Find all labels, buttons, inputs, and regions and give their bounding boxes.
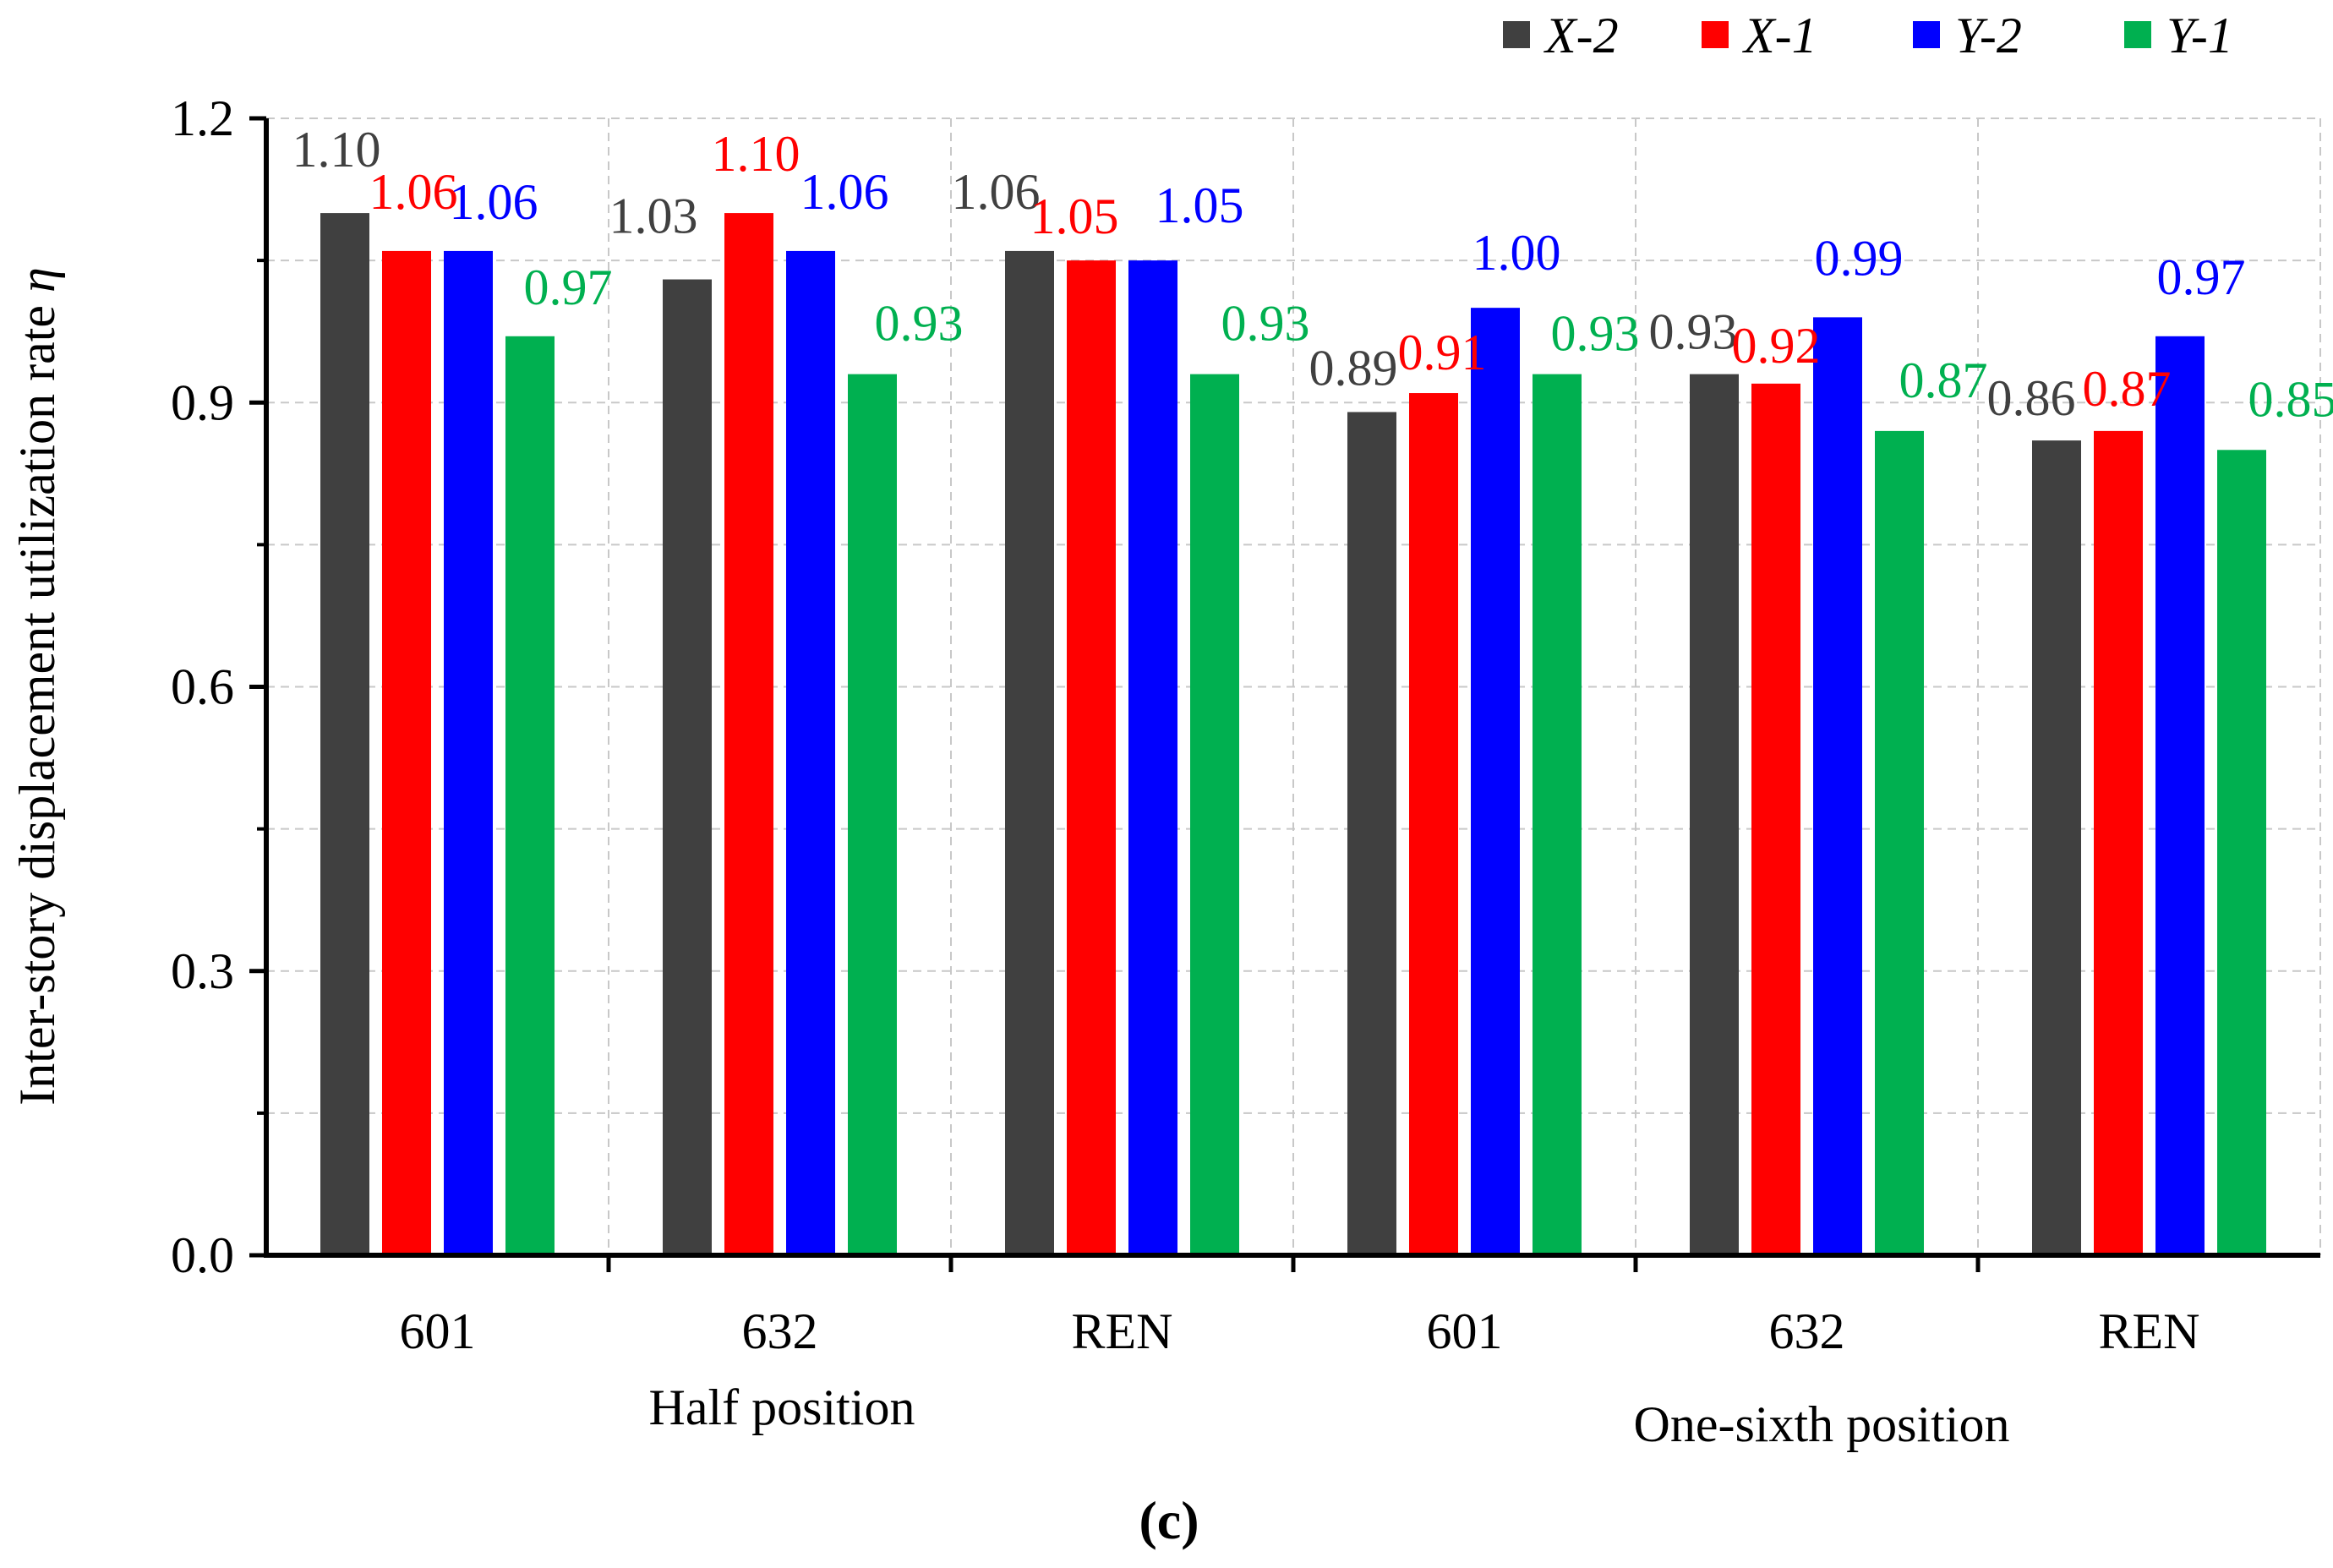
data-label: 0.92 [1732,318,1821,374]
bar-x-2-0 [320,213,369,1255]
bar-y-1-1 [848,374,897,1255]
data-label: 1.03 [609,188,698,244]
legend-label: X-1 [1742,8,1817,63]
grid [266,117,2321,1255]
bar-y-2-0 [444,250,493,1256]
data-labels: 1.101.061.060.971.031.101.060.931.061.05… [292,122,2333,427]
legend-label: Y-1 [2166,8,2233,63]
bar-y-2-1 [786,250,835,1256]
data-label: 1.00 [1472,225,1561,281]
data-label: 1.06 [952,164,1041,220]
x-tick-label: 601 [400,1303,476,1359]
data-label: 1.06 [369,164,458,220]
legend-label: X-2 [1543,8,1619,63]
x-tick-label: 601 [1427,1303,1503,1359]
y-tick-label: 0.3 [171,943,234,999]
data-label: 0.87 [1899,352,1988,408]
bar-y-2-2 [1128,260,1177,1255]
x-tick-label: REN [2099,1303,2200,1359]
bar-x-1-5 [2094,430,2143,1255]
legend-swatch-x-1 [1702,21,1729,48]
data-label: 1.05 [1156,178,1244,233]
data-label: 0.91 [1398,325,1487,380]
legend-label: Y-2 [1955,8,2022,63]
data-label: 0.97 [2157,249,2246,305]
data-label: 1.06 [450,174,538,230]
y-tick-label: 0.9 [171,374,234,430]
data-label: 1.10 [292,122,381,178]
data-label: 0.93 [1551,306,1640,362]
legend: X-2 X-1 Y-2 Y-1 [1503,8,2233,63]
data-label: 1.06 [800,164,889,220]
data-label: 1.05 [1030,188,1119,244]
axes: 601 632 REN 601 632 REN Half position One-sixth… [171,90,2320,1452]
data-label: 1.10 [712,126,800,182]
bars [320,213,2266,1256]
data-label: 0.85 [2248,371,2333,427]
bar-y-2-5 [2155,336,2205,1256]
x-group-label: Half position [649,1380,915,1435]
bar-y-2-4 [1813,317,1862,1255]
x-group-label: One-sixth position [1634,1396,2010,1452]
bar-y-1-3 [1533,374,1582,1255]
y-tick-label: 0.6 [171,659,234,715]
data-label: 0.93 [875,296,964,352]
bar-x-1-4 [1751,383,1800,1255]
x-tick-label: 632 [742,1303,818,1359]
data-label: 0.93 [1221,296,1310,352]
data-label: 0.97 [524,260,613,315]
legend-swatch-x-2 [1503,21,1530,48]
bar-y-1-4 [1875,430,1924,1255]
y-axis-label: Inter-story displacement utilization rat… [9,267,65,1106]
data-label: 0.87 [2083,361,2172,417]
bar-y-2-3 [1471,308,1520,1256]
x-tick-label: 632 [1769,1303,1845,1359]
bar-x-2-1 [663,279,712,1256]
panel-label: (c) [1139,1490,1199,1550]
bar-x-1-1 [724,213,773,1255]
y-tick-label: 1.2 [171,90,234,146]
y-tick-label: 0.0 [171,1227,234,1283]
data-label: 0.99 [1815,230,1904,286]
bar-y-1-2 [1190,374,1239,1255]
data-label: 0.86 [1987,370,2076,426]
bar-x-2-3 [1347,412,1396,1255]
x-tick-label: REN [1072,1303,1173,1359]
bar-x-2-5 [2032,440,2081,1255]
bar-x-1-3 [1409,393,1458,1256]
bar-x-1-2 [1067,260,1116,1255]
bar-x-2-2 [1005,250,1054,1256]
bar-y-1-0 [505,336,555,1256]
data-label: 0.93 [1649,304,1738,360]
legend-swatch-y-2 [1913,21,1940,48]
legend-swatch-y-1 [2124,21,2151,48]
bar-x-2-4 [1690,374,1739,1255]
y-axis-symbol: η [9,267,65,292]
bar-x-1-0 [382,250,431,1256]
data-label: 0.89 [1309,340,1398,396]
bar-y-1-5 [2217,450,2266,1255]
